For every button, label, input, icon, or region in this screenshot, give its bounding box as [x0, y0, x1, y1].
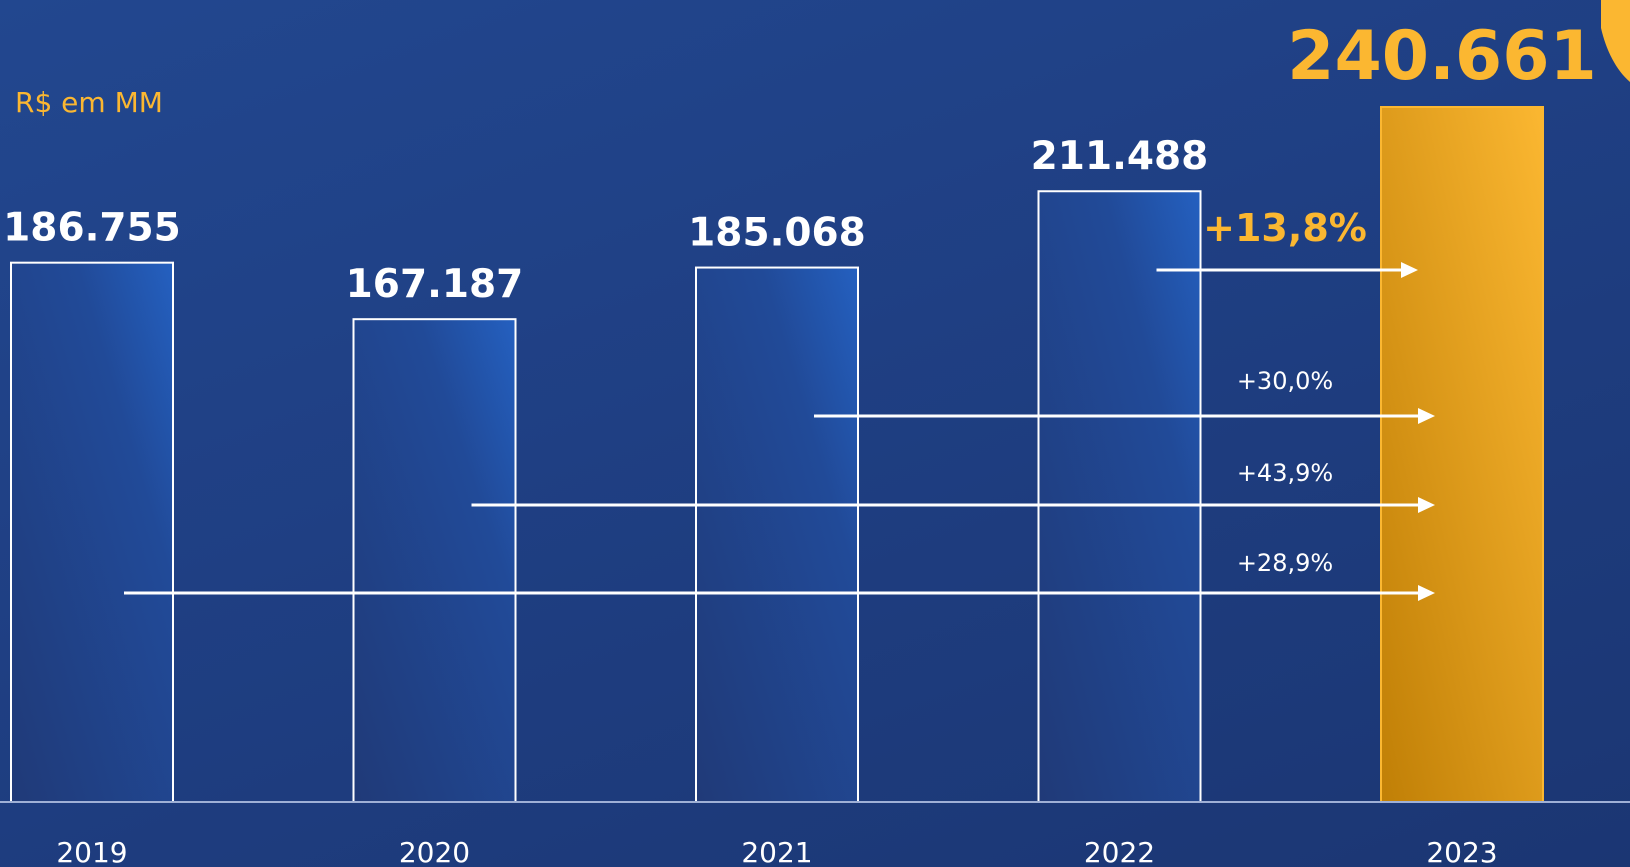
growth-label-2020-2023: +43,9% [1237, 459, 1333, 487]
growth-label-2019-2023: +28,9% [1237, 549, 1333, 577]
value-label-2020: 167.187 [346, 262, 524, 307]
bar-2023 [1380, 106, 1544, 803]
growth-arrow-head-2019 [1418, 585, 1435, 601]
bar-2022 [1037, 190, 1202, 803]
category-label-2021: 2021 [741, 836, 812, 867]
growth-label-2022-2023: +13,8% [1203, 206, 1367, 250]
bar-2020 [352, 318, 517, 803]
value-label-2022: 211.488 [1031, 134, 1209, 179]
bar-2019 [10, 261, 174, 804]
category-label-2019: 2019 [56, 836, 127, 867]
category-label-2022: 2022 [1084, 836, 1155, 867]
growth-arrow-head-2022 [1401, 262, 1418, 278]
growth-arrow-head-2020 [1418, 497, 1435, 513]
value-label-2019: 186.755 [3, 206, 181, 251]
corner-accent-shape [1601, 0, 1630, 82]
growth-arrow-head-2021 [1418, 408, 1435, 424]
value-label-2021: 185.068 [688, 211, 866, 256]
growth-label-2021-2023: +30,0% [1237, 367, 1333, 395]
bar-2021 [695, 266, 859, 803]
labels-layer: 186.755 2019 167.187 2020 185.068 2021 211.488… [3, 17, 1597, 867]
value-label-2023: 240.661 [1287, 17, 1597, 96]
category-label-2020: 2020 [399, 836, 470, 867]
growth-arrows-layer [124, 262, 1435, 601]
unit-label: R$ em MM [15, 86, 163, 119]
category-label-2023: 2023 [1426, 836, 1497, 867]
bars-layer [10, 106, 1544, 804]
